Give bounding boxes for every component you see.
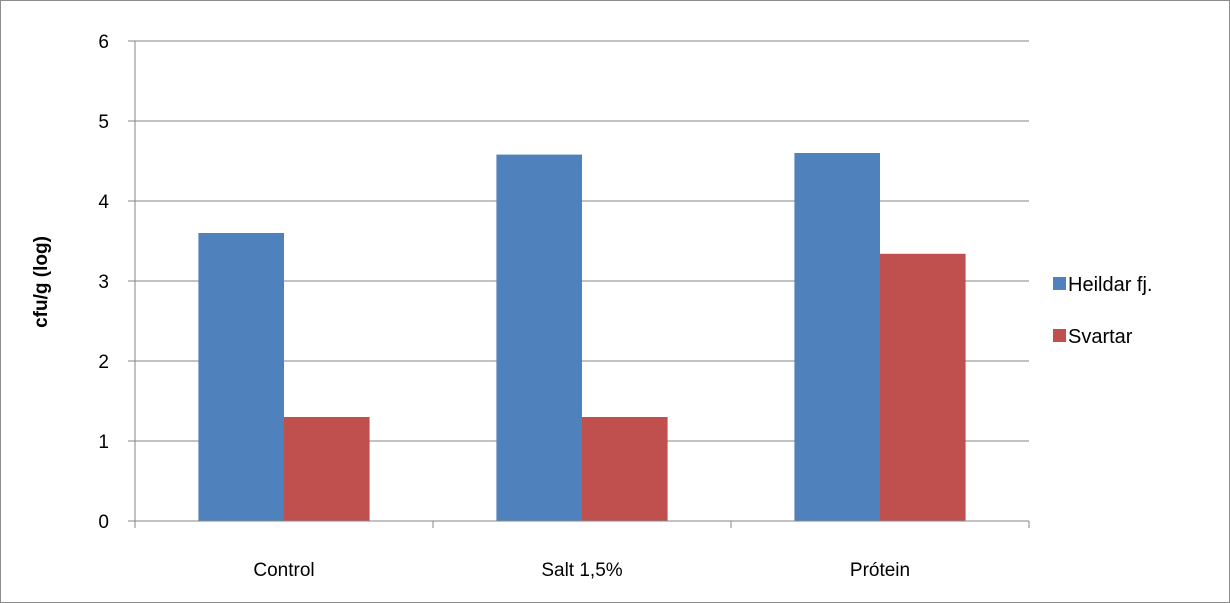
bar-heildar-fj [496, 154, 582, 521]
bar-svartar [284, 417, 370, 521]
legend-swatch [1053, 329, 1066, 342]
y-tick-label: 5 [98, 112, 109, 133]
y-tick-label: 3 [98, 272, 109, 293]
axes [128, 40, 1030, 528]
legend: Heildar fj. Svartar [1053, 274, 1152, 348]
y-tick-label: 6 [98, 32, 109, 53]
bar-svartar [880, 253, 966, 522]
y-tick-label: 2 [98, 352, 109, 373]
y-tick-label: 1 [98, 432, 109, 453]
bar-heildar-fj [794, 153, 880, 521]
legend-label: Heildar fj. [1068, 274, 1152, 296]
bars [198, 153, 966, 522]
bar-svartar [582, 417, 668, 521]
bar-heildar-fj [198, 233, 284, 521]
legend-label: Svartar [1068, 326, 1133, 348]
legend-swatch [1053, 277, 1066, 290]
y-tick-label: 4 [98, 192, 109, 213]
x-tick-label: Prótein [850, 560, 910, 581]
y-axis-label: cfu/g (log) [31, 236, 52, 328]
x-tick-labels: Control Salt 1,5% Prótein [253, 560, 910, 581]
y-tick-labels: 0 1 2 3 4 5 6 [98, 32, 109, 533]
x-tick-label: Salt 1,5% [541, 560, 622, 581]
y-tick-label: 0 [98, 512, 109, 533]
x-tick-label: Control [253, 560, 314, 581]
